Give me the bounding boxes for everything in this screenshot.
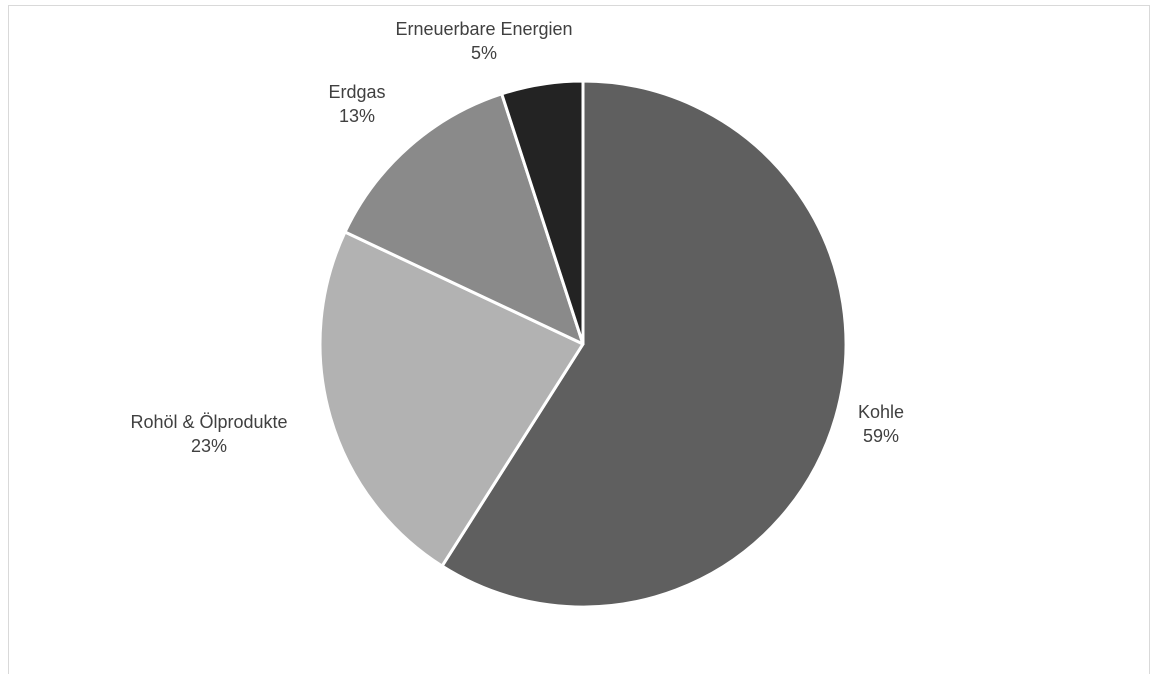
slice-percent: 59% xyxy=(862,426,900,446)
slice-label-kohle: Kohle 59% xyxy=(858,400,904,448)
slice-percent: 5% xyxy=(470,43,497,63)
slice-name: Erneuerbare Energien xyxy=(395,19,573,39)
pie-slice-erneuerbare-energien xyxy=(500,79,585,346)
slice-name: Erdgas xyxy=(328,82,386,102)
slice-name: Rohöl & Ölprodukte xyxy=(130,412,288,432)
slice-percent: 23% xyxy=(190,436,228,456)
chart-frame xyxy=(8,5,1150,674)
pie-slice-kohle xyxy=(440,79,848,609)
slice-label-erdgas: Erdgas 13% xyxy=(328,80,385,128)
pie-slice-rohöl-ölprodukte xyxy=(318,230,585,568)
slice-percent: 13% xyxy=(338,106,376,126)
pie-slice-erdgas xyxy=(343,92,585,346)
slice-label-erneuerbare: Erneuerbare Energien 5% xyxy=(395,17,572,65)
slice-label-rohoel: Rohöl & Ölprodukte 23% xyxy=(130,410,287,458)
slice-name: Kohle xyxy=(857,402,905,422)
